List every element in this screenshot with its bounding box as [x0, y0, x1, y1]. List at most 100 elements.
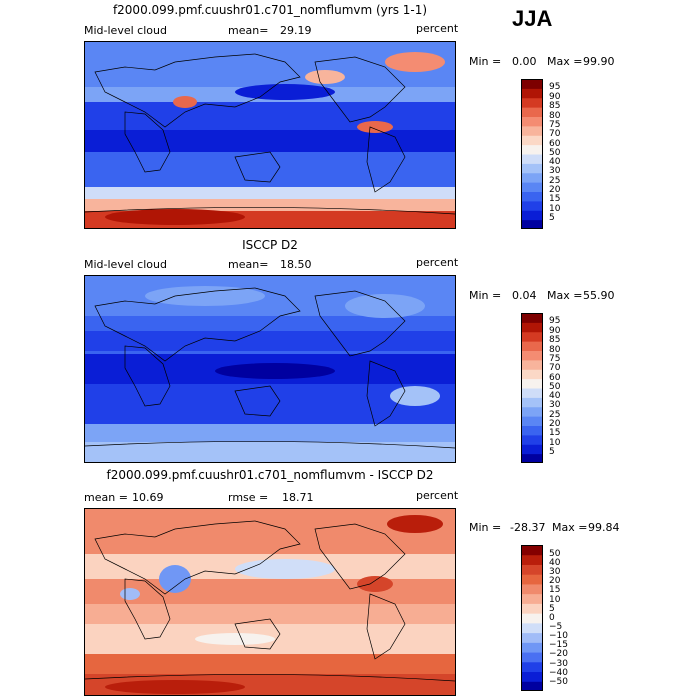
- panel1-map: [84, 41, 456, 229]
- panel3-tick: −30: [549, 659, 568, 669]
- colorbar-swatch: [521, 416, 543, 426]
- panel3-tick: 0: [549, 613, 555, 623]
- panel1-tick: 10: [549, 204, 561, 214]
- panel1-tick: 15: [549, 194, 561, 204]
- panel3-tick: 40: [549, 558, 561, 568]
- panel1-max-label: Max =: [547, 55, 583, 68]
- colorbar-swatch: [521, 182, 543, 192]
- colorbar-swatch: [521, 642, 543, 653]
- colorbar-swatch: [521, 125, 543, 136]
- colorbar-swatch: [521, 369, 543, 380]
- season-label: JJA: [512, 6, 553, 31]
- colorbar-swatch: [521, 163, 543, 174]
- panel3-title: f2000.099.pmf.cuushr01.c701_nomflumvm - …: [106, 468, 434, 482]
- panel1-tick: 90: [549, 92, 561, 102]
- panel3-tick: −10: [549, 631, 568, 641]
- colorbar-swatch: [521, 378, 543, 389]
- panel2-min-value: 0.04: [512, 289, 537, 302]
- panel2-tick: 20: [549, 419, 561, 429]
- panel2-mean-label: mean=: [228, 258, 269, 271]
- panel1-min-value: 0.00: [512, 55, 537, 68]
- colorbar-swatch: [521, 652, 543, 663]
- panel3-tick: 15: [549, 585, 561, 595]
- panel1-tick: 40: [549, 157, 561, 167]
- colorbar-swatch: [521, 154, 543, 164]
- colorbar-swatch: [521, 322, 543, 333]
- colorbar-swatch: [521, 331, 543, 342]
- colorbar-swatch: [521, 583, 543, 595]
- panel2-tick: 95: [549, 316, 561, 326]
- panel1-min-label: Min =: [469, 55, 502, 68]
- colorbar-swatch: [521, 341, 543, 351]
- colorbar-swatch: [521, 172, 543, 183]
- panel3-tick: 5: [549, 604, 555, 614]
- panel3-tick: −20: [549, 649, 568, 659]
- colorbar-swatch: [521, 593, 543, 604]
- colorbar-swatch: [521, 397, 543, 408]
- panel1-variable-label: Mid-level cloud: [84, 24, 167, 37]
- panel3-max-value: 99.84: [588, 521, 620, 534]
- panel2-tick: 5: [549, 447, 555, 457]
- panel2-tick: 15: [549, 428, 561, 438]
- panel3-tick: 50: [549, 549, 561, 559]
- panel1-tick: 75: [549, 120, 561, 130]
- colorbar-swatch: [521, 219, 543, 229]
- colorbar-swatch: [521, 453, 543, 463]
- colorbar-swatch: [521, 135, 543, 146]
- panel3-rmse-value: 18.71: [282, 491, 314, 504]
- panel3-tick: 20: [549, 576, 561, 586]
- panel1-mean-label: mean=: [228, 24, 269, 37]
- colorbar-swatch: [521, 574, 543, 585]
- panel2-min-label: Min =: [469, 289, 502, 302]
- panel2-tick: 40: [549, 391, 561, 401]
- panel1-tick: 30: [549, 166, 561, 176]
- panel3-mean-label: mean =: [84, 491, 128, 504]
- panel2-map: [84, 275, 456, 463]
- colorbar-swatch: [521, 632, 543, 643]
- panel2-tick: 85: [549, 335, 561, 345]
- colorbar-swatch: [521, 554, 543, 565]
- panel2-title: ISCCP D2: [242, 238, 298, 252]
- panel1-colorbar: [521, 79, 543, 229]
- colorbar-swatch: [521, 564, 543, 575]
- colorbar-swatch: [521, 434, 543, 445]
- panel2-tick: 80: [549, 345, 561, 355]
- panel2-variable-label: Mid-level cloud: [84, 258, 167, 271]
- panel2-mean-value: 18.50: [280, 258, 312, 271]
- colorbar-swatch: [521, 681, 543, 691]
- panel2-tick: 60: [549, 373, 561, 383]
- colorbar-swatch: [521, 97, 543, 108]
- panel3-tick: −15: [549, 640, 568, 650]
- colorbar-swatch: [521, 144, 543, 155]
- panel3-tick: 10: [549, 595, 561, 605]
- panel3-tick: −50: [549, 677, 568, 687]
- panel1-tick: 60: [549, 139, 561, 149]
- panel3-map: [84, 508, 456, 696]
- colorbar-swatch: [521, 79, 543, 89]
- colorbar-swatch: [521, 603, 543, 614]
- panel1-mean-value: 29.19: [280, 24, 312, 37]
- panel2-tick: 75: [549, 354, 561, 364]
- panel1-title: f2000.099.pmf.cuushr01.c701_nomflumvm (y…: [112, 3, 428, 17]
- panel3-tick: −40: [549, 668, 568, 678]
- panel3-max-label: Max =: [552, 521, 588, 534]
- colorbar-swatch: [521, 350, 543, 361]
- colorbar-swatch: [521, 88, 543, 99]
- colorbar-swatch: [521, 613, 543, 624]
- panel1-tick: 70: [549, 129, 561, 139]
- colorbar-swatch: [521, 671, 543, 682]
- panel3-min-label: Min =: [469, 521, 502, 534]
- panel1-tick: 25: [549, 176, 561, 186]
- colorbar-swatch: [521, 313, 543, 323]
- panel1-tick: 85: [549, 101, 561, 111]
- panel2-units: percent: [416, 256, 459, 269]
- colorbar-swatch: [521, 200, 543, 211]
- panel2-tick: 25: [549, 410, 561, 420]
- panel1-tick: 5: [549, 213, 555, 223]
- colorbar-swatch: [521, 359, 543, 370]
- panel2-colorbar: [521, 313, 543, 463]
- panel1-tick: 95: [549, 82, 561, 92]
- panel3-colorbar: [521, 545, 543, 691]
- panel1-tick: 20: [549, 185, 561, 195]
- panel2-tick: 30: [549, 400, 561, 410]
